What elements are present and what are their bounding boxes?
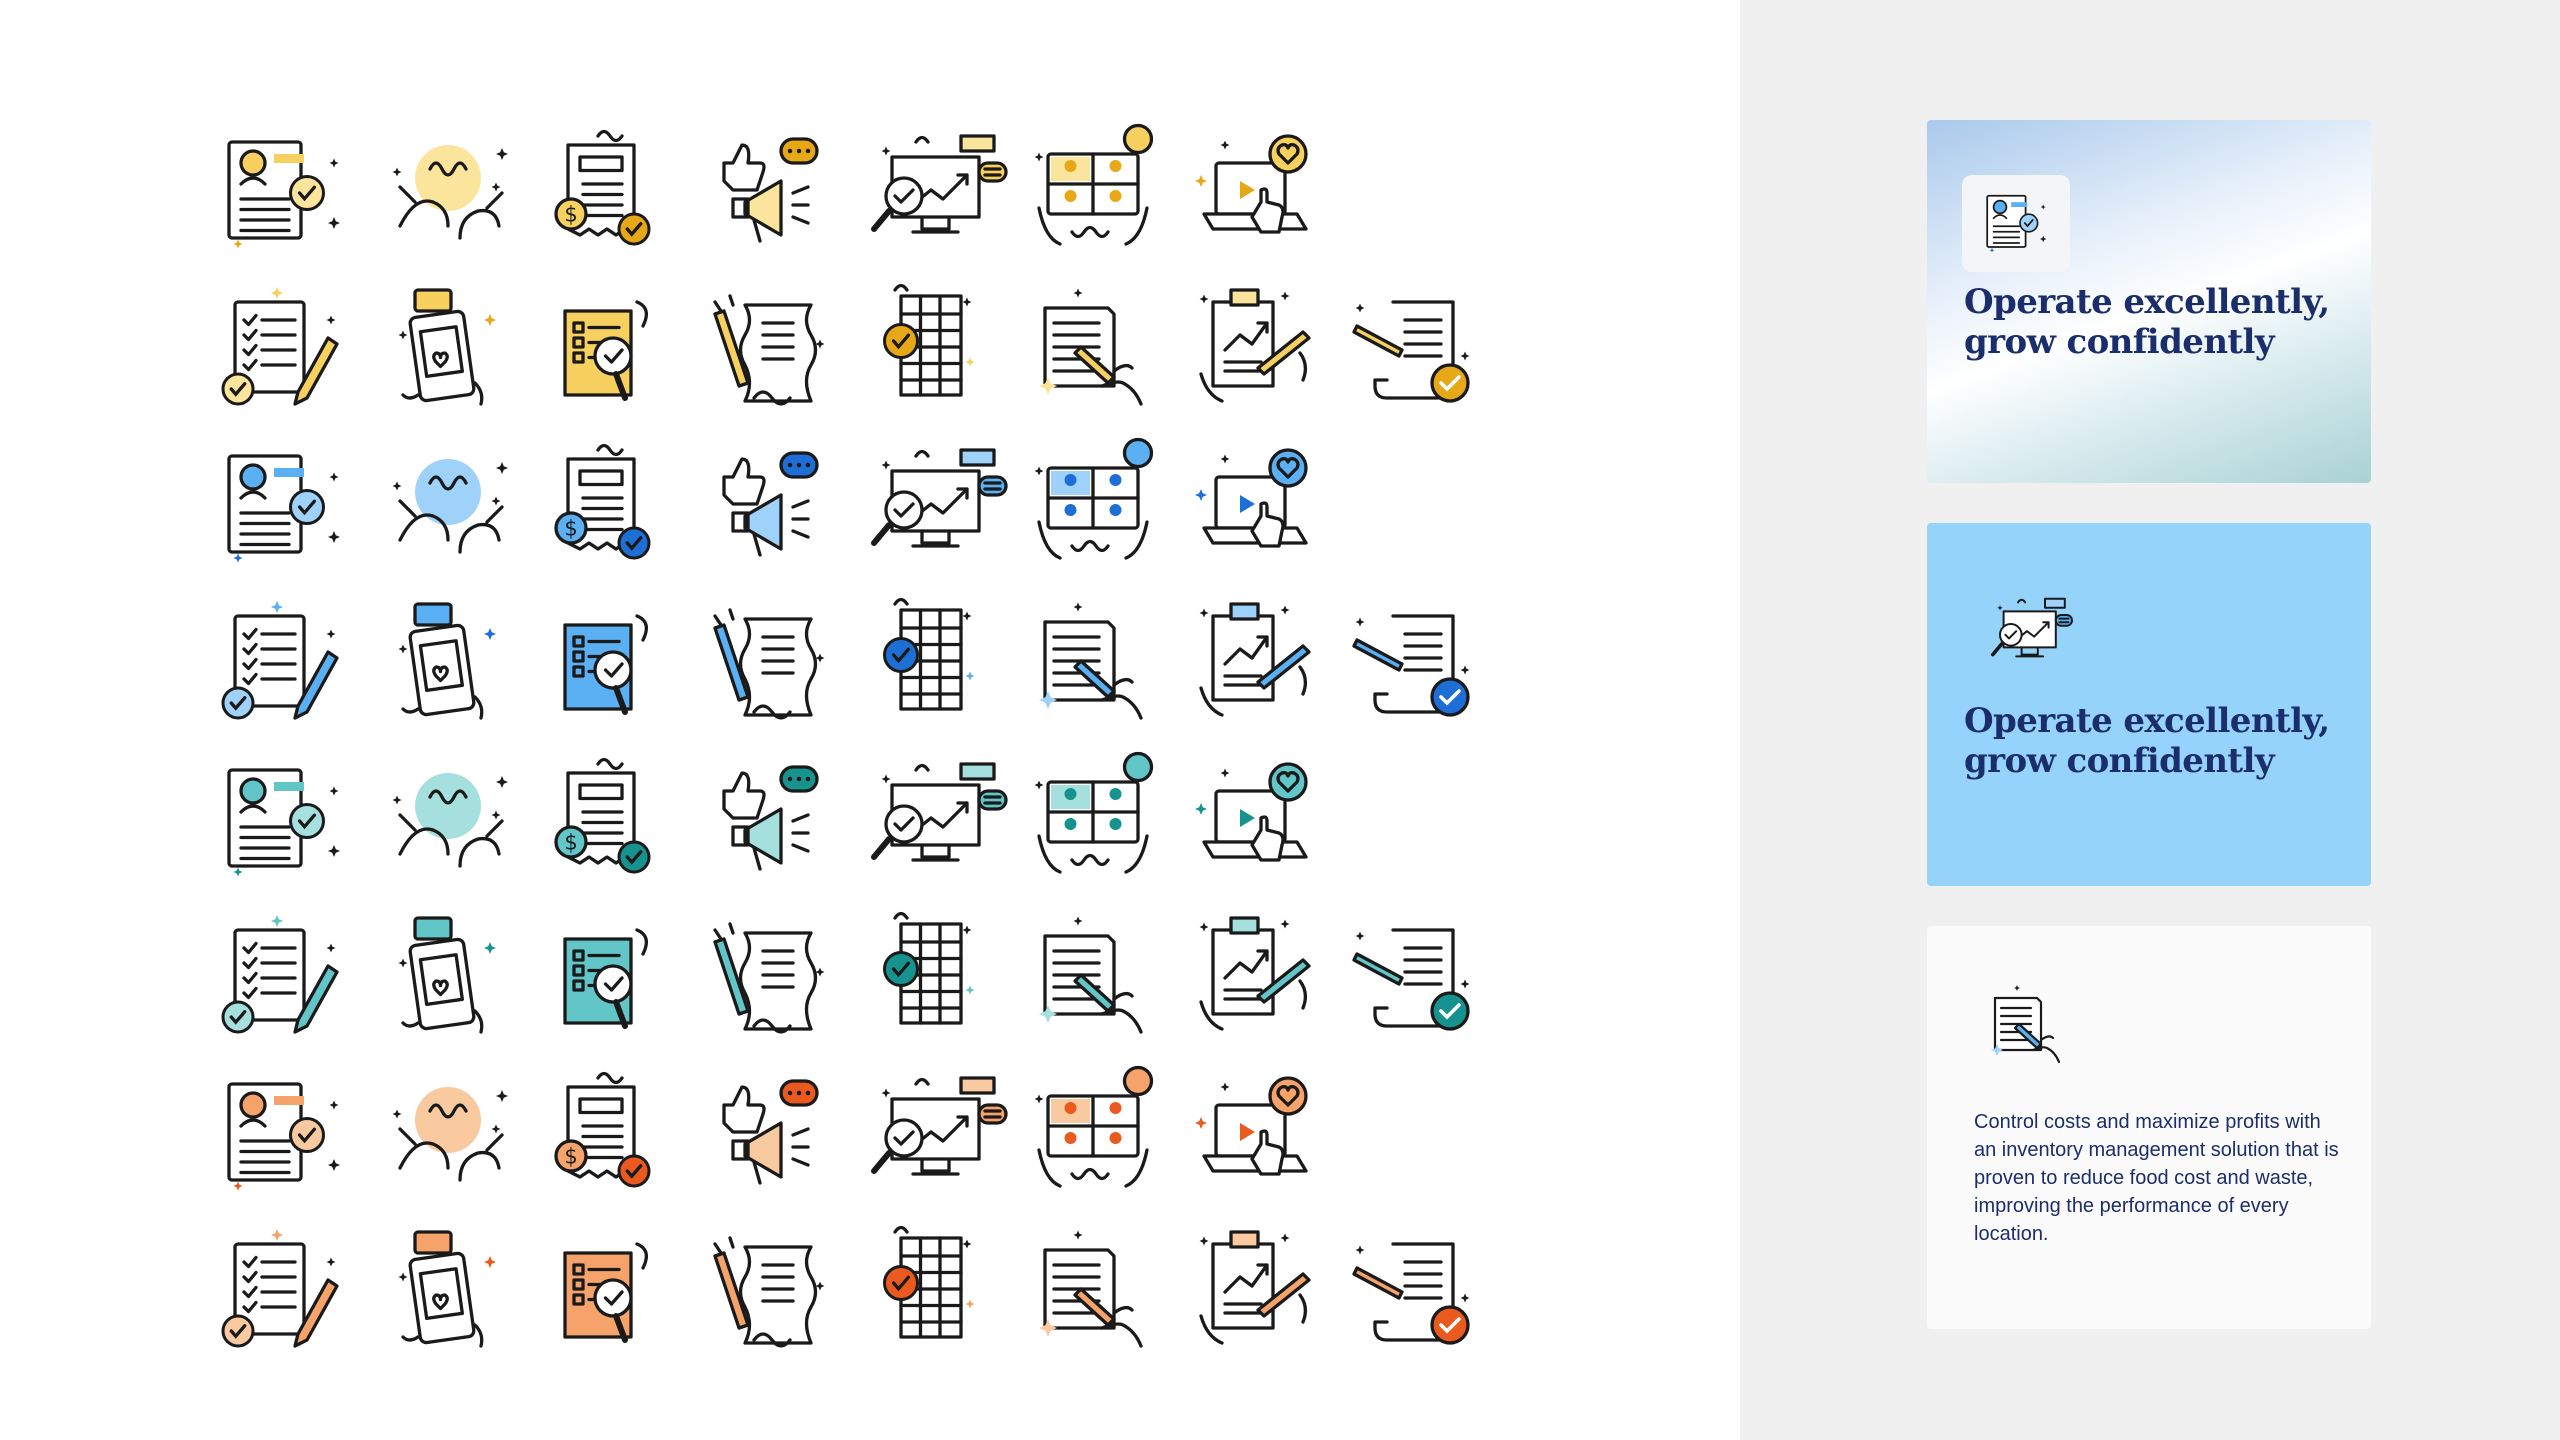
card-icon-tile xyxy=(1962,175,2070,272)
card-title: Operate excellently, grow confidently xyxy=(1964,701,2330,781)
monitor-growth-chart-icon xyxy=(856,118,1008,268)
laptop-heart-click-icon xyxy=(1180,432,1330,582)
profile-document-icon xyxy=(1974,183,2058,263)
team-hands-icon xyxy=(370,432,520,582)
preview-card-blue: Operate excellently, grow confidently xyxy=(1927,523,2371,886)
phone-chat-icon xyxy=(370,589,520,739)
phone-chat-icon xyxy=(370,275,520,425)
growth-report-pen-icon xyxy=(1180,275,1330,425)
phone-chat-icon xyxy=(370,903,520,1053)
paper-edit-hand-icon xyxy=(1018,275,1168,425)
preview-card-gradient: Operate excellently, grow confidently xyxy=(1927,120,2371,483)
preview-card-text: Control costs and maximize profits with … xyxy=(1927,926,2371,1329)
laptop-heart-click-icon xyxy=(1180,118,1330,268)
spreadsheet-check-icon xyxy=(856,1217,1006,1367)
invoice-check-icon: $ xyxy=(532,118,682,268)
invoice-check-icon: $ xyxy=(532,746,682,896)
paper-gear-check-icon xyxy=(1342,1217,1492,1367)
team-hands-icon xyxy=(370,118,520,268)
signed-scroll-icon xyxy=(694,1217,844,1367)
checklist-pencil-icon xyxy=(208,1217,358,1367)
signed-scroll-icon xyxy=(694,589,844,739)
video-call-tablet-icon xyxy=(1018,746,1168,896)
megaphone-thumbs-up-icon xyxy=(694,118,844,268)
paper-gear-check-icon xyxy=(1342,589,1492,739)
spreadsheet-check-icon xyxy=(856,589,1006,739)
monitor-growth-chart-icon xyxy=(856,1060,1008,1210)
paper-edit-hand-icon xyxy=(1018,589,1168,739)
megaphone-thumbs-up-icon xyxy=(694,432,844,582)
growth-report-pen-icon xyxy=(1180,589,1330,739)
growth-report-pen-icon xyxy=(1180,1217,1330,1367)
video-call-tablet-icon xyxy=(1018,432,1168,582)
signed-scroll-icon xyxy=(694,275,844,425)
video-call-tablet-icon xyxy=(1018,118,1168,268)
profile-document-icon xyxy=(208,746,358,896)
team-hands-icon xyxy=(370,1060,520,1210)
card-title: Operate excellently, grow confidently xyxy=(1964,282,2330,362)
paper-gear-check-icon xyxy=(1342,275,1492,425)
paper-edit-hand-icon xyxy=(1018,1217,1168,1367)
document-magnifier-icon xyxy=(532,275,682,425)
checklist-pencil-icon xyxy=(208,903,358,1053)
document-magnifier-icon xyxy=(532,1217,682,1367)
document-magnifier-icon xyxy=(532,903,682,1053)
profile-document-icon xyxy=(208,1060,358,1210)
paper-edit-hand-icon xyxy=(1018,903,1168,1053)
growth-report-pen-icon xyxy=(1180,903,1330,1053)
spreadsheet-check-icon xyxy=(856,903,1006,1053)
megaphone-thumbs-up-icon xyxy=(694,1060,844,1210)
monitor-growth-chart-icon xyxy=(856,432,1008,582)
profile-document-icon xyxy=(208,118,358,268)
svg-text:$: $ xyxy=(564,203,577,227)
checklist-pencil-icon xyxy=(208,589,358,739)
svg-text:$: $ xyxy=(564,1145,577,1169)
laptop-heart-click-icon xyxy=(1180,746,1330,896)
checklist-pencil-icon xyxy=(208,275,358,425)
megaphone-thumbs-up-icon xyxy=(694,746,844,896)
laptop-heart-click-icon xyxy=(1180,1060,1330,1210)
signed-scroll-icon xyxy=(694,903,844,1053)
monitor-growth-chart-icon xyxy=(856,746,1008,896)
spreadsheet-check-icon xyxy=(856,275,1006,425)
phone-chat-icon xyxy=(370,1217,520,1367)
icon-sheet: $ $ $ $ xyxy=(208,118,1492,1367)
svg-text:$: $ xyxy=(564,831,577,855)
paper-edit-hand-icon xyxy=(1972,976,2082,1076)
invoice-check-icon: $ xyxy=(532,1060,682,1210)
svg-text:$: $ xyxy=(564,517,577,541)
card-body-text: Control costs and maximize profits with … xyxy=(1974,1111,2339,1245)
video-call-tablet-icon xyxy=(1018,1060,1168,1210)
profile-document-icon xyxy=(208,432,358,582)
paper-gear-check-icon xyxy=(1342,903,1492,1053)
team-hands-icon xyxy=(370,746,520,896)
monitor-growth-chart-icon xyxy=(1967,588,2087,678)
document-magnifier-icon xyxy=(532,589,682,739)
invoice-check-icon: $ xyxy=(532,432,682,582)
